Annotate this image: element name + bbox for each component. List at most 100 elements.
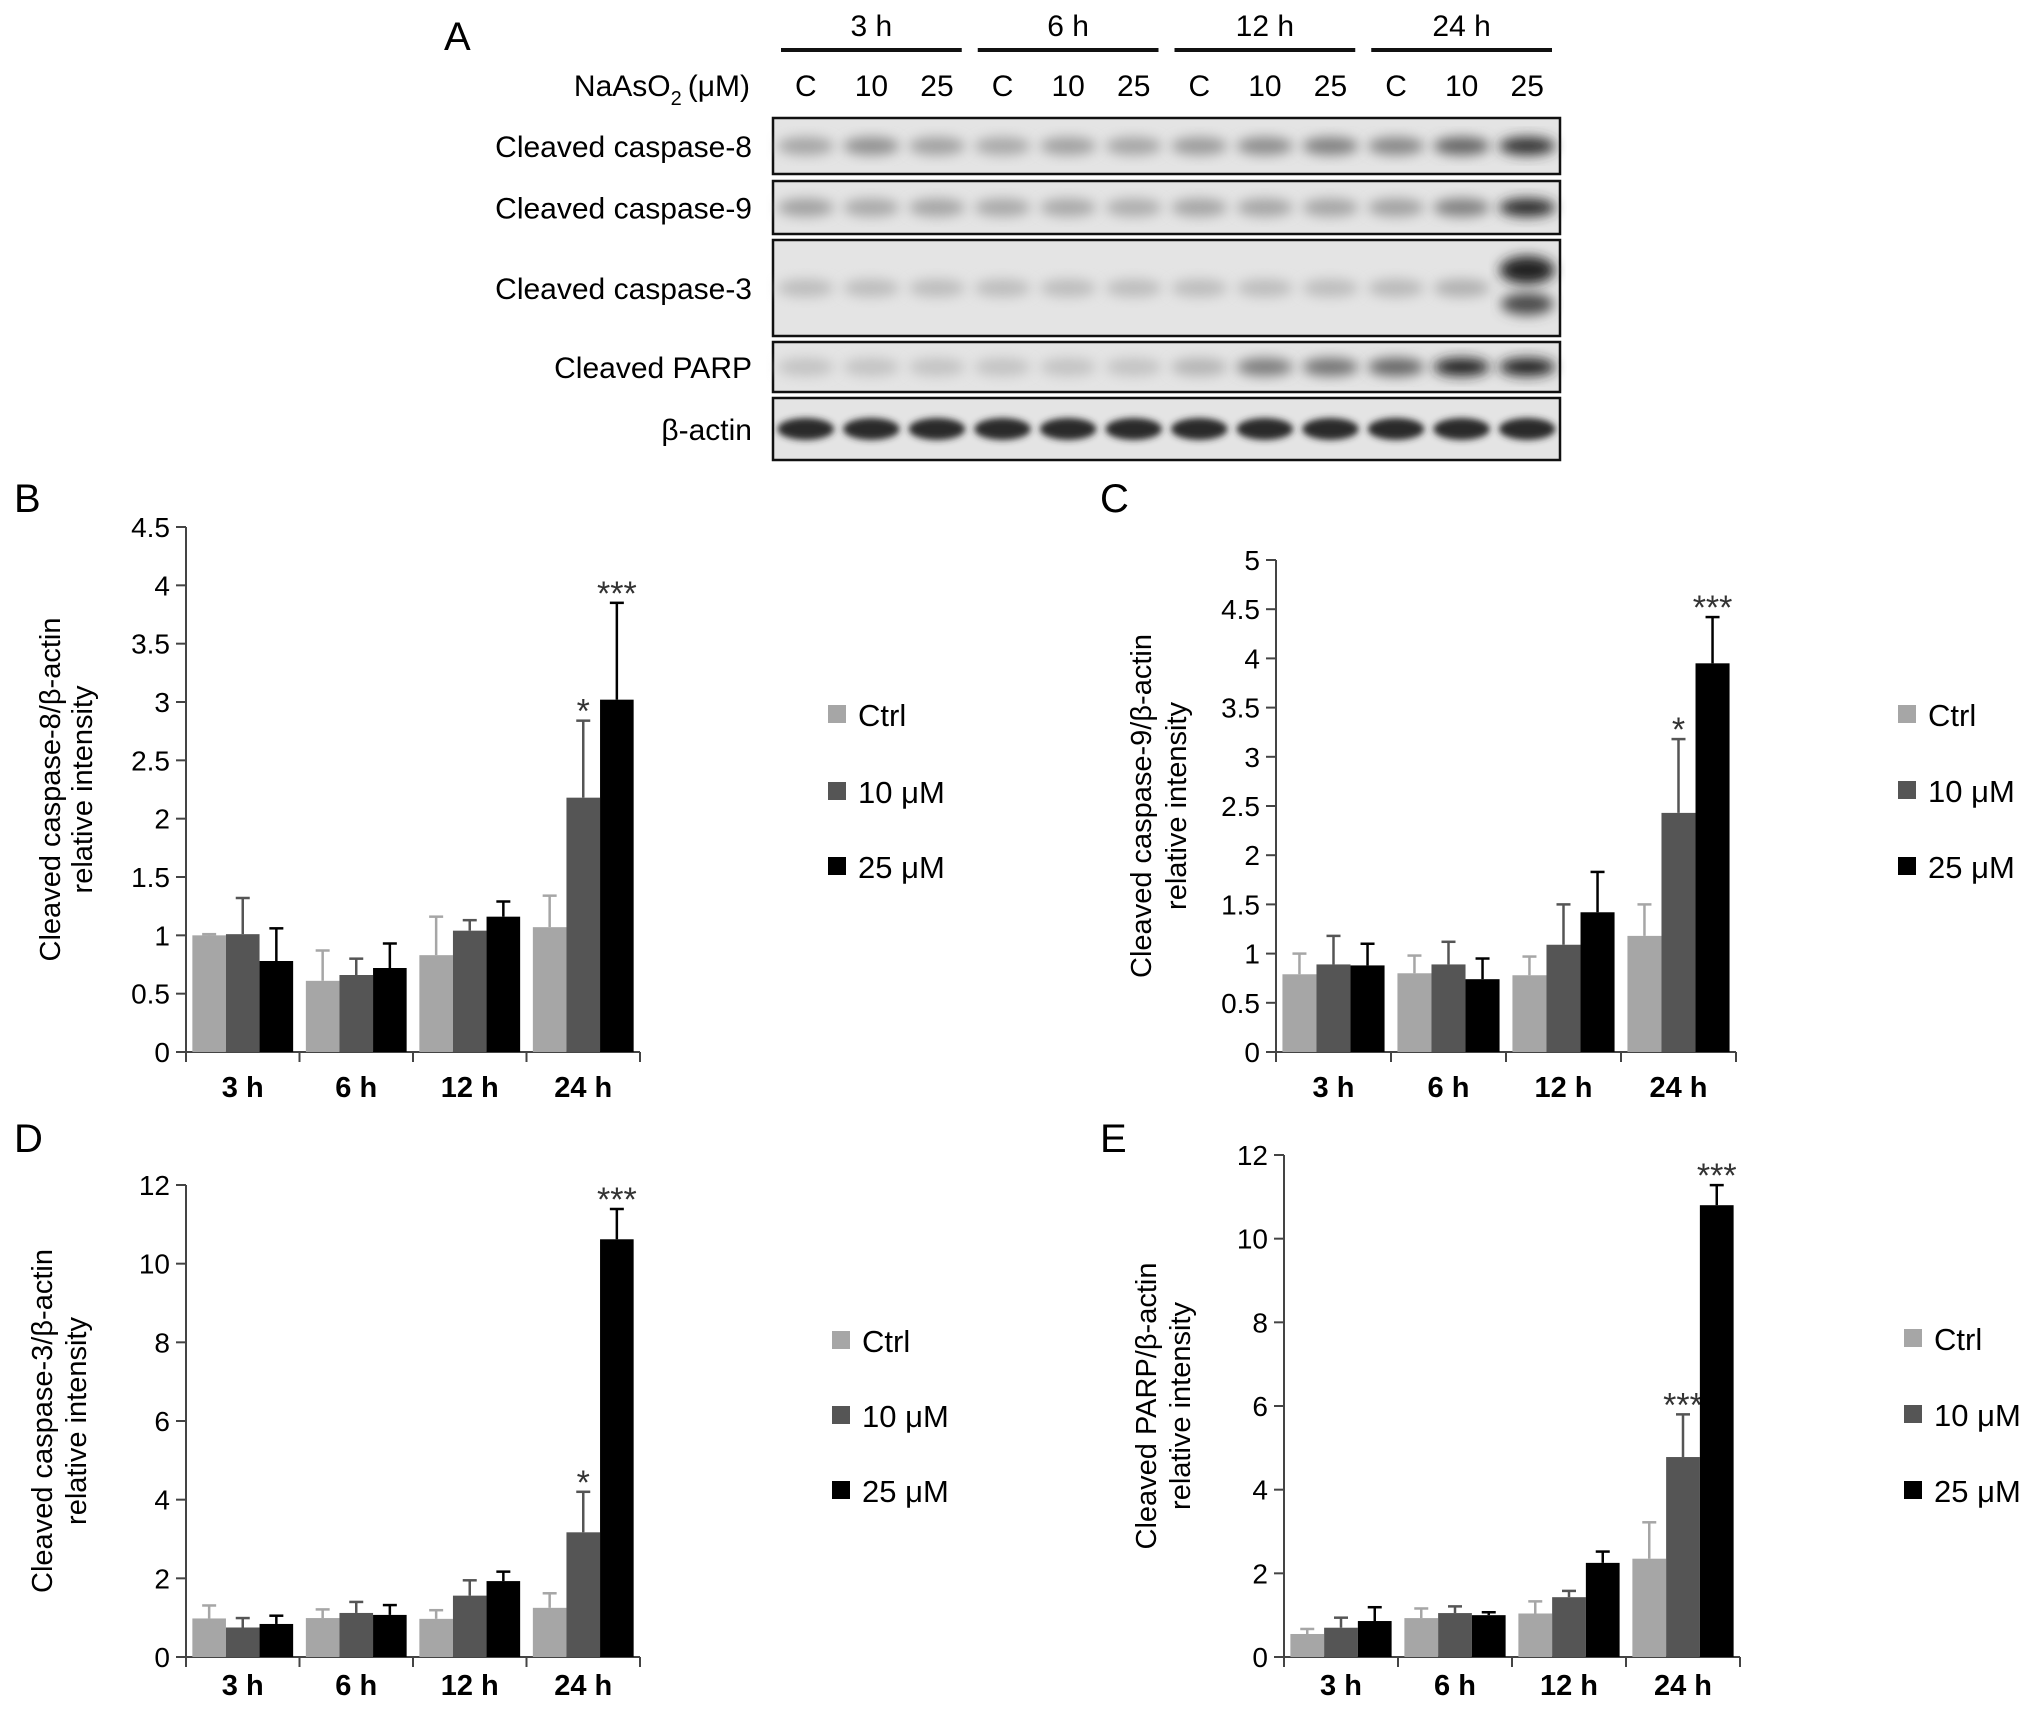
y-axis-label: relative intensity xyxy=(1165,1302,1197,1510)
blot-band xyxy=(1302,418,1359,440)
blot-band xyxy=(974,137,1031,155)
blot-band xyxy=(1367,279,1425,297)
y-tick-label: 1.5 xyxy=(1221,889,1260,920)
y-tick-label: 2.5 xyxy=(131,745,170,776)
blot-band xyxy=(974,279,1031,297)
chart-panel-d: D Cleaved caspase-3/β-actin relative inten… xyxy=(14,1117,949,1702)
bar xyxy=(259,1623,294,1657)
x-tick-label: 6 h xyxy=(1434,1670,1476,1702)
legend-label: 25 μM xyxy=(862,1474,949,1509)
legend-swatch xyxy=(828,782,846,800)
bar xyxy=(1512,975,1547,1052)
x-tick-label: 3 h xyxy=(222,1072,264,1104)
bar xyxy=(1431,964,1466,1052)
blot-band xyxy=(1039,198,1097,217)
legend-swatch xyxy=(1904,1481,1922,1499)
y-tick-label: 5 xyxy=(1244,545,1260,576)
y-tick-label: 0 xyxy=(1252,1642,1268,1673)
bar xyxy=(1324,1627,1358,1657)
y-tick-label: 0 xyxy=(1244,1037,1260,1068)
y-axis-label: Cleaved caspase-9/β-actin xyxy=(1126,634,1158,978)
bar xyxy=(1552,1597,1586,1657)
legend-swatch xyxy=(1904,1405,1922,1423)
bar xyxy=(1438,1613,1472,1657)
blot-band xyxy=(1499,418,1556,440)
blot-membrane xyxy=(771,179,1562,236)
bar xyxy=(1316,964,1351,1052)
y-tick-label: 3 xyxy=(1244,742,1260,773)
x-tick-label: 3 h xyxy=(1313,1072,1355,1104)
bar xyxy=(1666,1457,1700,1657)
bar xyxy=(532,1607,567,1657)
panel-label: E xyxy=(1100,1117,1127,1161)
panel-label-a: A xyxy=(444,15,471,59)
y-tick-label: 8 xyxy=(154,1327,170,1358)
bar xyxy=(192,935,226,1052)
legend-swatch xyxy=(1904,1329,1922,1347)
bar xyxy=(373,1614,407,1657)
y-axis-label: relative intensity xyxy=(67,685,99,893)
lane-label: C xyxy=(1385,70,1407,103)
y-tick-label: 2 xyxy=(154,1563,170,1594)
significance-marker: * xyxy=(577,693,590,731)
blot-band xyxy=(1039,358,1097,376)
blot-band xyxy=(1105,198,1162,217)
panel-label: C xyxy=(1100,477,1129,521)
legend-swatch xyxy=(1898,857,1916,875)
y-tick-label: 0.5 xyxy=(1221,988,1260,1019)
y-tick-label: 3 xyxy=(154,687,170,718)
time-group-label: 24 h xyxy=(1432,10,1490,43)
bar xyxy=(1632,1558,1667,1657)
panel-label: D xyxy=(14,1117,43,1161)
blot-row: Cleaved PARP xyxy=(554,340,1562,394)
legend-swatch xyxy=(1898,705,1916,723)
blot-band xyxy=(777,279,834,297)
blot-band xyxy=(1367,418,1425,440)
blot-label: Cleaved caspase-3 xyxy=(495,273,752,306)
blot-band xyxy=(843,279,900,297)
blot-band xyxy=(1433,358,1490,376)
lane-label: C xyxy=(992,70,1014,103)
x-tick-label: 3 h xyxy=(222,1670,264,1702)
bar xyxy=(1465,979,1500,1052)
x-tick-label: 3 h xyxy=(1320,1670,1362,1702)
bar xyxy=(1350,965,1385,1052)
blot-row: Cleaved caspase-8 xyxy=(495,116,1562,176)
blot-membrane xyxy=(771,116,1562,176)
blot-band xyxy=(1171,198,1228,217)
bar xyxy=(1661,812,1696,1052)
time-group-label: 6 h xyxy=(1047,10,1089,43)
y-tick-label: 4 xyxy=(1252,1475,1268,1506)
y-tick-label: 1.5 xyxy=(131,862,170,893)
x-tick-label: 12 h xyxy=(441,1670,499,1702)
x-tick-label: 12 h xyxy=(1534,1072,1592,1104)
blot-band xyxy=(1105,418,1162,440)
blot-band xyxy=(1171,279,1228,297)
blot-band xyxy=(843,358,900,376)
blot-band xyxy=(1367,198,1425,217)
y-tick-label: 0.5 xyxy=(131,979,170,1010)
legend-label: 25 μM xyxy=(1934,1474,2021,1509)
blot-band xyxy=(1039,279,1097,297)
blot-row: Cleaved caspase-3 xyxy=(495,238,1562,338)
x-tick-label: 6 h xyxy=(335,1670,377,1702)
legend-label: 25 μM xyxy=(858,850,945,885)
panel-label: B xyxy=(14,477,41,521)
blot-band xyxy=(1105,358,1162,376)
y-tick-label: 12 xyxy=(139,1170,170,1201)
blot-label: Cleaved caspase-8 xyxy=(495,131,752,164)
blot-band xyxy=(1171,418,1228,440)
x-tick-label: 6 h xyxy=(1428,1072,1470,1104)
blot-membrane xyxy=(771,396,1562,462)
blot-band xyxy=(1302,358,1359,376)
y-tick-label: 12 xyxy=(1237,1140,1268,1171)
blot-label: Cleaved PARP xyxy=(554,352,752,385)
bar xyxy=(1290,1633,1325,1657)
blot-band xyxy=(843,198,900,217)
y-tick-label: 3.5 xyxy=(1221,693,1260,724)
blot-band xyxy=(1302,137,1359,155)
blot-row: Cleaved caspase-9 xyxy=(495,179,1562,236)
blot-band xyxy=(1433,279,1490,297)
bar xyxy=(532,927,567,1052)
blot-band xyxy=(1039,418,1097,440)
